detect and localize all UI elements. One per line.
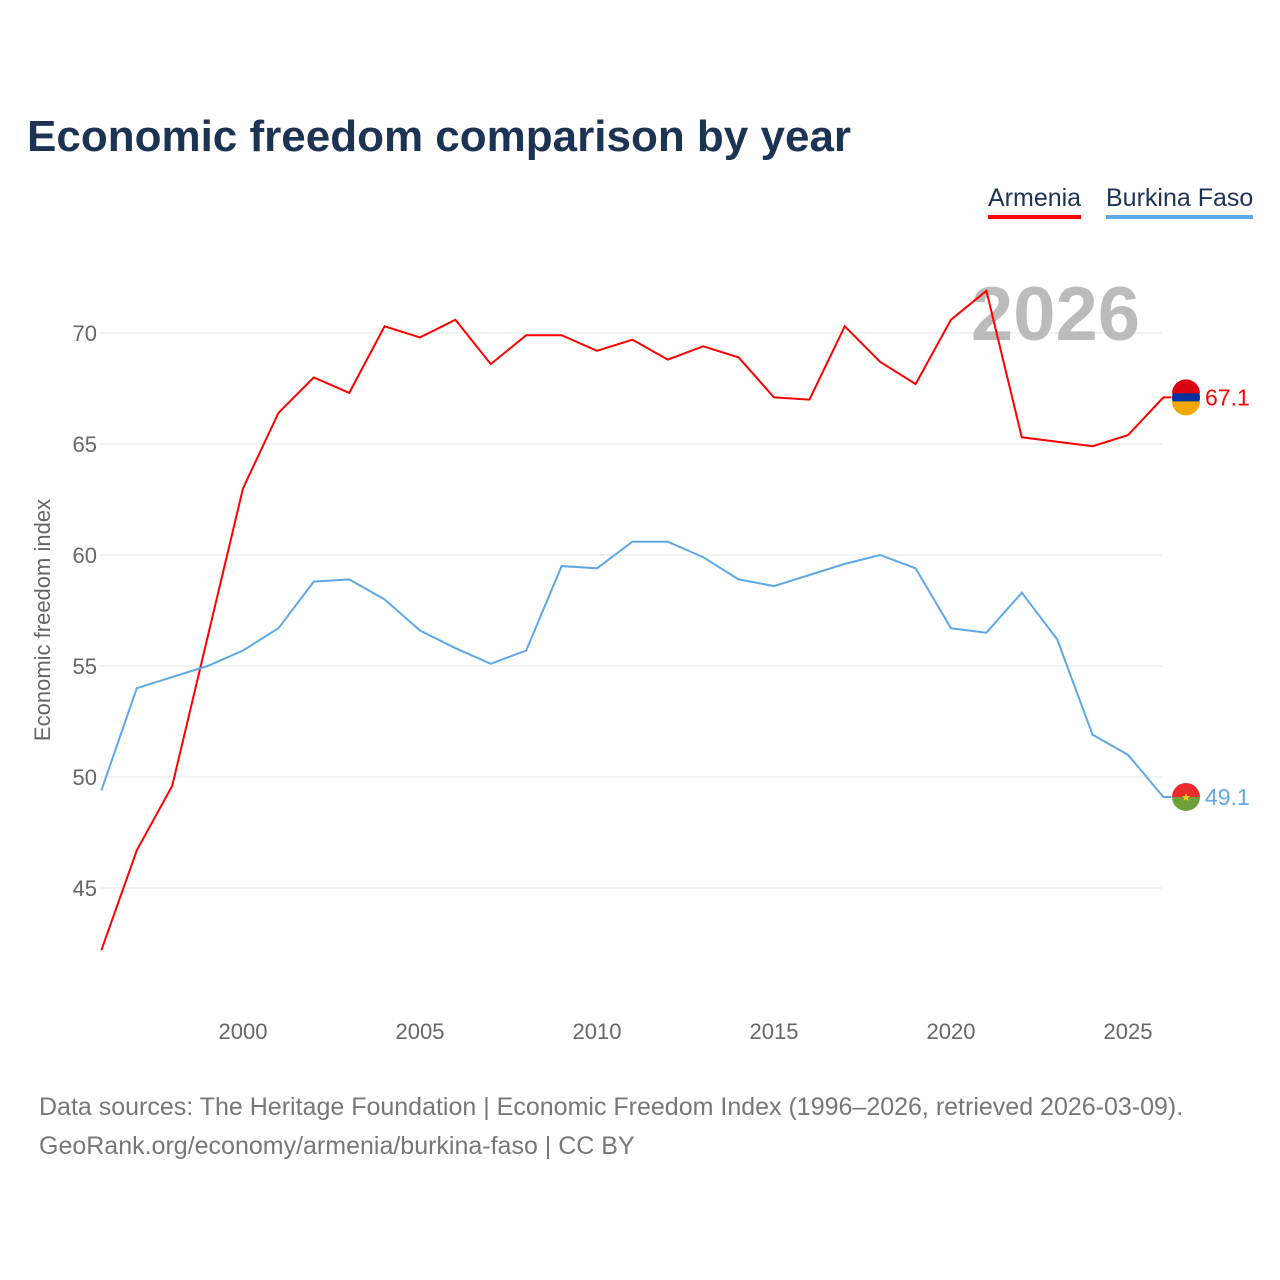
armenia-flag-orange: [1172, 401, 1200, 416]
x-tick-label: 2020: [927, 1019, 976, 1044]
legend-burkina-faso[interactable]: Burkina Faso: [1106, 184, 1254, 219]
burkina-faso-flag-green: [1172, 796, 1200, 811]
source-note: Data sources: The Heritage Foundation | …: [39, 1088, 1183, 1166]
series-line-burkina-faso: [100, 540, 1172, 798]
source-line-2[interactable]: GeoRank.org/economy/armenia/burkina-faso…: [39, 1132, 635, 1160]
armenia-flag-red: [1172, 379, 1200, 394]
y-axis-label: Economic freedom index: [30, 499, 55, 741]
y-tick-label: 45: [73, 876, 97, 901]
x-tick-label: 2005: [396, 1019, 445, 1044]
burkina-faso-flag-star: ★: [1181, 792, 1191, 804]
y-tick-label: 65: [73, 432, 97, 457]
y-tick-label: 60: [73, 543, 97, 568]
chart-title: Economic freedom comparison by year: [27, 112, 852, 161]
x-tick-label: 2015: [750, 1019, 799, 1044]
source-line-1: Data sources: The Heritage Foundation | …: [39, 1093, 1184, 1121]
end-value-label: 67.1: [1205, 384, 1250, 410]
series-line-armenia: [100, 289, 1172, 951]
end-value-label: 49.1: [1205, 784, 1250, 810]
y-tick-label: 70: [73, 321, 97, 346]
y-tick-label: 50: [73, 765, 97, 790]
burkina-faso-flag-icon: [1172, 782, 1200, 797]
legend-armenia[interactable]: Armenia: [988, 184, 1082, 219]
y-tick-label: 55: [73, 654, 97, 679]
year-watermark: 2026: [971, 272, 1140, 357]
x-tick-label: 2025: [1104, 1019, 1153, 1044]
x-tick-label: 2000: [219, 1019, 268, 1044]
x-tick-label: 2010: [573, 1019, 622, 1044]
